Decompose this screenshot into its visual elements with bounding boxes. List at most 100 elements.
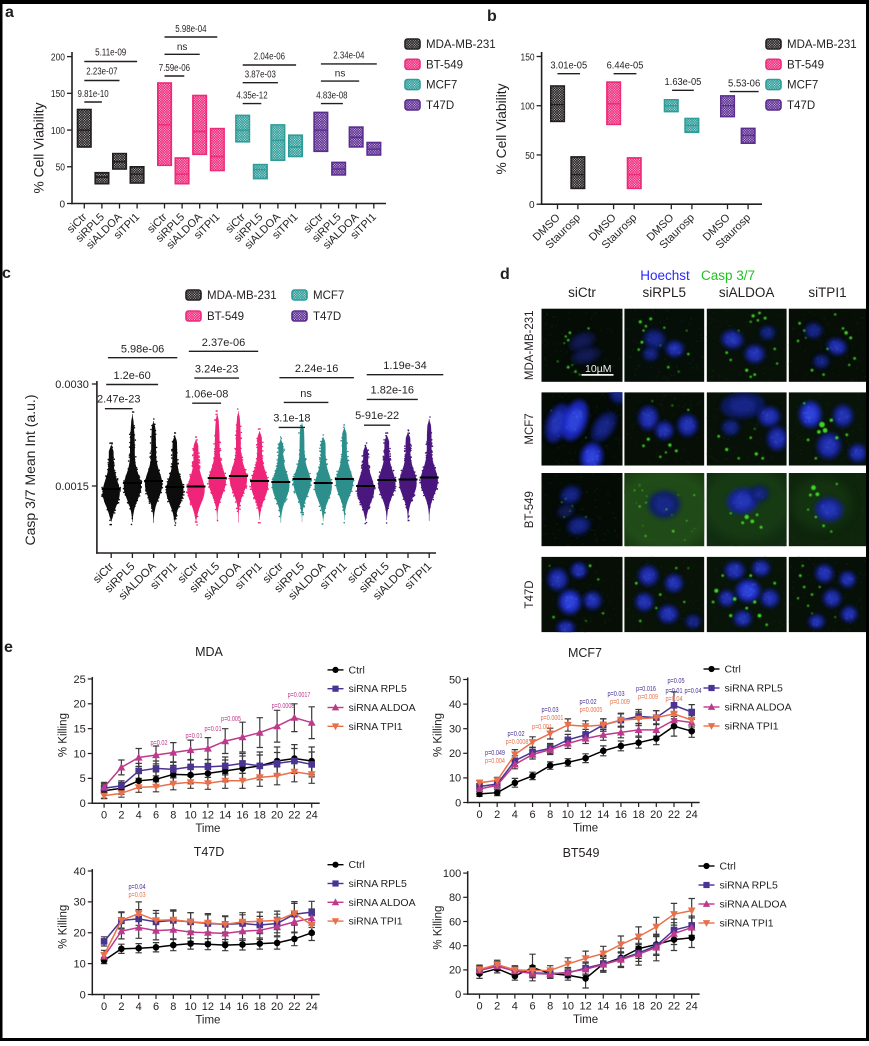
svg-text:p=0.001: p=0.001	[532, 722, 552, 731]
svg-text:siRNA RPL5: siRNA RPL5	[725, 683, 784, 695]
svg-text:16: 16	[615, 1001, 627, 1013]
svg-text:6: 6	[529, 809, 535, 821]
svg-text:p=0.03: p=0.03	[541, 705, 558, 714]
svg-text:siRNA TPI1: siRNA TPI1	[349, 916, 403, 928]
svg-text:100: 100	[443, 868, 461, 880]
svg-text:5-91e-22: 5-91e-22	[355, 410, 399, 422]
svg-text:Time: Time	[573, 823, 598, 835]
svg-text:25: 25	[74, 674, 86, 686]
svg-text:Casp 3/7 Mean Int (a.u.): Casp 3/7 Mean Int (a.u.)	[22, 395, 38, 546]
svg-text:% Killing: % Killing	[433, 713, 445, 757]
svg-text:10: 10	[449, 773, 461, 785]
svg-text:d: d	[500, 266, 510, 283]
svg-text:0: 0	[101, 810, 107, 822]
svg-text:22: 22	[288, 810, 300, 822]
svg-text:7.59e-06: 7.59e-06	[159, 63, 191, 74]
svg-text:18: 18	[254, 1001, 266, 1013]
svg-text:Casp 3/7: Casp 3/7	[701, 268, 755, 283]
svg-text:8: 8	[170, 810, 176, 822]
svg-text:14: 14	[219, 1001, 231, 1013]
svg-text:6: 6	[529, 1001, 535, 1013]
svg-text:14: 14	[597, 1001, 609, 1013]
svg-text:0: 0	[80, 989, 86, 1001]
svg-text:% Cell Viability: % Cell Viability	[494, 83, 509, 174]
svg-text:p=0.02: p=0.02	[579, 697, 596, 706]
svg-text:siRNA TPI1: siRNA TPI1	[725, 721, 779, 733]
svg-text:p=0.04: p=0.04	[684, 686, 701, 695]
svg-text:siRNA RPL5: siRNA RPL5	[349, 683, 408, 695]
svg-text:T47D: T47D	[313, 311, 341, 323]
svg-text:1.82e-16: 1.82e-16	[371, 384, 414, 396]
svg-text:20: 20	[271, 810, 283, 822]
svg-text:22: 22	[288, 1001, 300, 1013]
svg-text:14: 14	[219, 810, 231, 822]
svg-text:0: 0	[101, 1001, 107, 1013]
svg-text:p=0.0001: p=0.0001	[541, 713, 564, 722]
svg-text:10: 10	[562, 809, 574, 821]
svg-text:Ctrl: Ctrl	[720, 861, 736, 873]
svg-text:Ctrl: Ctrl	[349, 859, 365, 871]
svg-text:ns: ns	[335, 69, 346, 80]
svg-text:2.23e-07: 2.23e-07	[86, 67, 118, 78]
svg-text:e: e	[4, 639, 13, 656]
svg-text:siRNA ALDOA: siRNA ALDOA	[725, 702, 792, 714]
svg-text:BT-549: BT-549	[207, 311, 244, 323]
svg-text:22: 22	[668, 809, 680, 821]
svg-text:Time: Time	[195, 823, 220, 835]
svg-text:T47D: T47D	[787, 100, 815, 112]
svg-text:T47D: T47D	[524, 580, 536, 608]
svg-text:0.0015: 0.0015	[55, 481, 89, 493]
svg-text:Hoechst: Hoechst	[640, 268, 690, 283]
svg-text:p=0.03: p=0.03	[128, 890, 145, 899]
svg-text:siRNA TPI1: siRNA TPI1	[349, 721, 403, 733]
svg-text:10: 10	[184, 810, 196, 822]
svg-text:% Cell Viability: % Cell Viability	[32, 102, 47, 193]
svg-text:2: 2	[494, 809, 500, 821]
svg-text:siCtr: siCtr	[568, 285, 596, 300]
svg-text:MDA: MDA	[195, 645, 223, 659]
svg-text:200: 200	[51, 52, 65, 63]
svg-text:14: 14	[597, 809, 609, 821]
svg-text:0: 0	[476, 809, 482, 821]
svg-text:22: 22	[668, 1001, 680, 1013]
svg-text:3.01e-05: 3.01e-05	[550, 61, 587, 72]
svg-text:2: 2	[118, 1001, 124, 1013]
svg-text:1.63e-05: 1.63e-05	[665, 77, 702, 88]
svg-text:20: 20	[74, 928, 86, 940]
svg-text:40: 40	[449, 699, 461, 711]
svg-text:24: 24	[306, 1001, 318, 1013]
svg-text:6: 6	[153, 810, 159, 822]
svg-text:p=0.049: p=0.049	[485, 748, 505, 757]
svg-text:60: 60	[449, 916, 461, 928]
svg-text:siRNA ALDOA: siRNA ALDOA	[720, 899, 787, 911]
svg-text:8: 8	[547, 1001, 553, 1013]
svg-text:20: 20	[74, 699, 86, 711]
svg-text:20: 20	[271, 1001, 283, 1013]
svg-text:p=0.03: p=0.03	[607, 689, 624, 698]
svg-text:15: 15	[74, 723, 86, 735]
svg-text:p=0.01: p=0.01	[665, 686, 682, 695]
svg-text:16: 16	[236, 810, 248, 822]
svg-text:2.37e-06: 2.37e-06	[202, 337, 245, 349]
svg-text:5.98e-04: 5.98e-04	[175, 24, 207, 35]
svg-text:10: 10	[562, 1001, 574, 1013]
svg-text:100: 100	[51, 126, 65, 137]
svg-text:40: 40	[74, 866, 86, 878]
svg-text:p=0.04: p=0.04	[128, 882, 145, 891]
svg-text:2.47e-23: 2.47e-23	[97, 393, 140, 405]
svg-text:BT549: BT549	[563, 846, 600, 860]
svg-text:150: 150	[521, 52, 535, 63]
svg-text:p=0.004: p=0.004	[485, 756, 505, 765]
svg-text:T47D: T47D	[194, 845, 225, 859]
svg-text:20: 20	[449, 748, 461, 760]
svg-text:Ctrl: Ctrl	[349, 664, 365, 676]
svg-text:siRNA ALDOA: siRNA ALDOA	[349, 897, 416, 909]
svg-text:b: b	[487, 8, 497, 25]
svg-text:p=0.0008: p=0.0008	[506, 737, 529, 746]
svg-text:% Killing: % Killing	[57, 905, 69, 949]
svg-text:a: a	[5, 4, 14, 21]
svg-text:150: 150	[51, 89, 65, 100]
svg-text:0: 0	[59, 199, 65, 210]
svg-text:4.35e-12: 4.35e-12	[236, 91, 268, 102]
svg-text:siALDOA: siALDOA	[719, 285, 775, 300]
